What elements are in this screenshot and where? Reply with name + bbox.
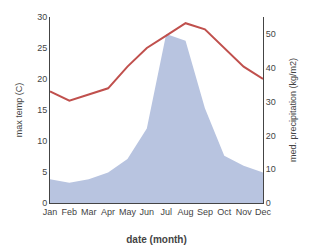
svg-text:Nov: Nov bbox=[236, 207, 253, 217]
svg-text:Oct: Oct bbox=[217, 207, 232, 217]
svg-text:0: 0 bbox=[266, 198, 271, 208]
svg-text:5: 5 bbox=[42, 167, 47, 177]
svg-text:30: 30 bbox=[37, 12, 47, 22]
svg-text:20: 20 bbox=[266, 131, 276, 141]
svg-text:date (month): date (month) bbox=[126, 234, 187, 245]
svg-text:Apr: Apr bbox=[101, 207, 115, 217]
svg-text:20: 20 bbox=[37, 74, 47, 84]
svg-text:Jul: Jul bbox=[160, 207, 172, 217]
svg-text:Aug: Aug bbox=[178, 207, 194, 217]
svg-text:Mar: Mar bbox=[81, 207, 97, 217]
svg-text:max temp (C): max temp (C) bbox=[14, 83, 24, 138]
svg-text:Feb: Feb bbox=[62, 207, 78, 217]
svg-text:May: May bbox=[119, 207, 137, 217]
svg-text:Jun: Jun bbox=[140, 207, 155, 217]
svg-text:40: 40 bbox=[266, 63, 276, 73]
svg-text:30: 30 bbox=[266, 97, 276, 107]
svg-text:med. precipitation (kg/m2): med. precipitation (kg/m2) bbox=[288, 58, 298, 162]
svg-text:15: 15 bbox=[37, 105, 47, 115]
svg-text:10: 10 bbox=[37, 136, 47, 146]
svg-text:10: 10 bbox=[266, 164, 276, 174]
svg-text:Sep: Sep bbox=[197, 207, 213, 217]
svg-text:Dec: Dec bbox=[255, 207, 272, 217]
svg-text:50: 50 bbox=[266, 29, 276, 39]
svg-text:Jan: Jan bbox=[43, 207, 58, 217]
svg-text:0: 0 bbox=[42, 198, 47, 208]
svg-text:25: 25 bbox=[37, 43, 47, 53]
